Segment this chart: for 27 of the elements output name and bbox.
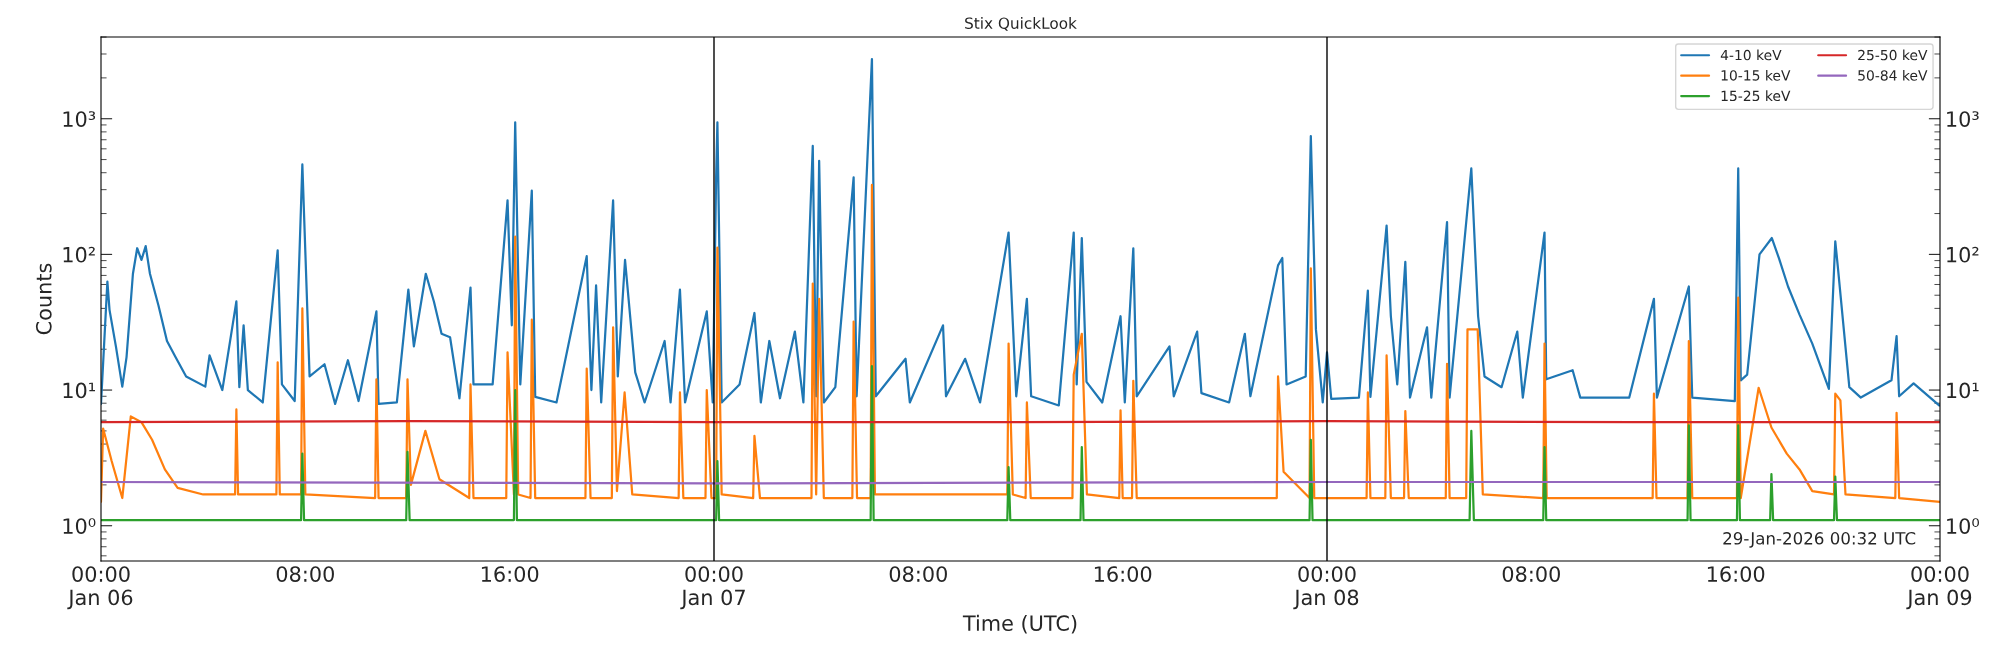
x-tick-label: 00:00 Jan 07 (680, 566, 745, 610)
x-tick-label: 08:00 (889, 566, 947, 582)
text: 10³ (1947, 111, 1979, 127)
text: 10¹ (1947, 382, 1979, 399)
x-tick-label: 08:00 (276, 566, 334, 582)
x-tick-label: 08:00 (1502, 566, 1560, 582)
legend-label: 10-15 keV (1721, 69, 1791, 81)
legend-label: 15-25 keV (1721, 90, 1791, 102)
annotation: 29-Jan-2026 00:32 UTC (1723, 532, 1916, 548)
x-tick-label: 00:00 Jan 09 (1906, 566, 1972, 610)
legend-label: 25-50 keV (1858, 49, 1928, 61)
x-tick-label: 16:00 (1707, 566, 1765, 582)
y-axis-title: Counts (35, 263, 52, 335)
y-tick-label: 10¹ (63, 382, 95, 399)
x-tick-label: 00:00 Jan 08 (1293, 566, 1359, 610)
text: 10² (1947, 246, 1979, 263)
x-tick-label: 16:00 (481, 566, 539, 582)
legend-label: 4-10 keV (1720, 49, 1782, 61)
chart-title: Stix QuickLook (965, 17, 1077, 31)
legend-label: 50-84 keV (1858, 69, 1928, 81)
y-tick-label: 10³ (63, 111, 96, 127)
y-tick-label: 10⁰ (63, 518, 96, 534)
y-tick-label: 10² (63, 246, 95, 263)
x-axis-title: Time (UTC) (962, 614, 1077, 634)
x-tick-label: 16:00 (1094, 566, 1152, 582)
text: 10⁰ (1947, 518, 1979, 534)
x-tick-label: 00:00 Jan 06 (67, 566, 133, 610)
